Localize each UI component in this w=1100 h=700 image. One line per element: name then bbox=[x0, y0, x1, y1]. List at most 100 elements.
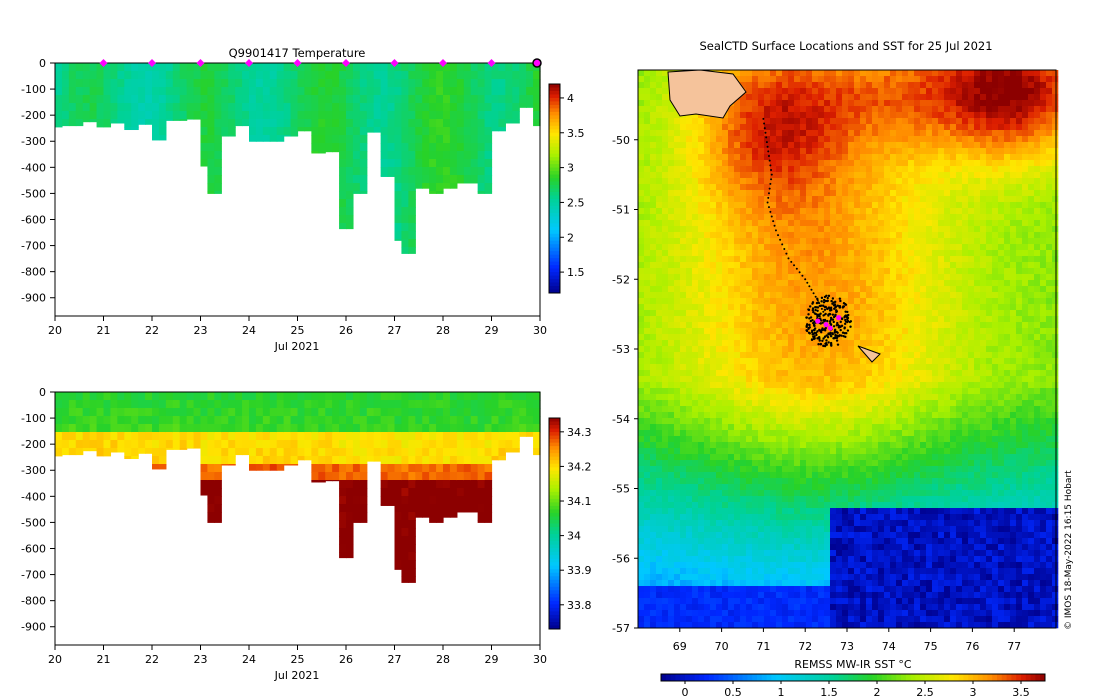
sst-cell bbox=[656, 142, 663, 149]
section-cell bbox=[491, 95, 500, 104]
section-cell bbox=[152, 135, 160, 141]
sst-cell bbox=[824, 214, 831, 221]
section-cell bbox=[449, 400, 458, 409]
section-cell bbox=[68, 63, 77, 72]
sst-cell bbox=[656, 154, 663, 161]
colorbar-tick-label: 2 bbox=[567, 231, 574, 244]
sst-cell bbox=[920, 208, 927, 215]
sst-cell bbox=[992, 208, 999, 215]
colorbar-cell bbox=[549, 502, 560, 507]
sst-cell bbox=[956, 208, 963, 215]
sst-cell bbox=[752, 118, 759, 125]
sst-cell bbox=[1010, 124, 1017, 131]
section-cell bbox=[380, 472, 389, 481]
sst-cell bbox=[734, 304, 741, 311]
sst-cell bbox=[956, 112, 963, 119]
sst-cell bbox=[1046, 112, 1053, 119]
sst-cell bbox=[956, 124, 963, 131]
section-cell bbox=[214, 71, 222, 80]
section-cell bbox=[235, 87, 243, 96]
sst-cell bbox=[1046, 124, 1053, 131]
section-cell bbox=[269, 400, 278, 409]
section-cell bbox=[339, 127, 347, 136]
sst-cell bbox=[662, 238, 669, 245]
section-cell bbox=[401, 183, 409, 192]
section-cell bbox=[346, 87, 354, 96]
sst-cell bbox=[644, 136, 651, 143]
sst-cell bbox=[1052, 328, 1059, 335]
section-cell bbox=[297, 111, 306, 120]
sst-cell bbox=[986, 112, 993, 119]
sst-cell bbox=[818, 100, 825, 107]
sst-cell bbox=[944, 292, 951, 299]
section-cell bbox=[207, 175, 215, 184]
sst-cell bbox=[794, 154, 801, 161]
sst-cell bbox=[878, 238, 885, 245]
section-cell bbox=[172, 440, 181, 449]
sst-cell bbox=[794, 268, 801, 275]
sst-cell bbox=[980, 142, 987, 149]
sst-cell bbox=[980, 172, 987, 179]
sst-cell bbox=[704, 232, 711, 239]
section-cell bbox=[103, 111, 112, 120]
section-cell bbox=[422, 175, 430, 184]
sst-cell bbox=[758, 256, 765, 263]
section-cell bbox=[449, 167, 458, 176]
section-cell bbox=[103, 392, 112, 401]
sst-cell bbox=[986, 232, 993, 239]
sst-cell bbox=[938, 310, 945, 317]
sst-cell bbox=[758, 136, 765, 143]
sst-cell bbox=[830, 136, 837, 143]
section-cell bbox=[96, 408, 105, 417]
sst-cell bbox=[1034, 292, 1041, 299]
sst-cell bbox=[956, 172, 963, 179]
section-cell bbox=[290, 392, 299, 401]
sst-cell bbox=[968, 106, 975, 113]
colorbar-cell bbox=[549, 477, 560, 482]
sst-cell bbox=[668, 220, 675, 227]
section-cell bbox=[491, 432, 500, 441]
sst-cell bbox=[896, 328, 903, 335]
sst-cell bbox=[974, 232, 981, 239]
sst-cell bbox=[890, 298, 897, 305]
section-cell bbox=[311, 480, 319, 483]
sst-cell bbox=[878, 178, 885, 185]
sst-cell bbox=[764, 142, 771, 149]
section-cell bbox=[61, 63, 70, 72]
sst-cell bbox=[788, 172, 795, 179]
sst-cell bbox=[668, 184, 675, 191]
section-cell bbox=[366, 111, 375, 120]
sst-cell bbox=[698, 304, 705, 311]
section-cell bbox=[449, 416, 458, 425]
sst-cell bbox=[824, 196, 831, 203]
section-cell bbox=[408, 127, 416, 136]
sst-cell bbox=[854, 160, 861, 167]
sst-cell bbox=[758, 298, 765, 305]
sst-cell bbox=[860, 100, 867, 107]
sst-cell bbox=[914, 256, 921, 263]
sst-cell bbox=[1052, 124, 1059, 131]
sst-cell bbox=[842, 106, 849, 113]
section-cell bbox=[443, 103, 451, 112]
colorbar-cell bbox=[549, 286, 560, 291]
sst-cell bbox=[1010, 280, 1017, 287]
section-cell bbox=[394, 103, 403, 112]
section-cell bbox=[470, 111, 479, 120]
sst-cell bbox=[992, 196, 999, 203]
sst-cell bbox=[938, 298, 945, 305]
sst-cell bbox=[1034, 82, 1041, 89]
section-cell bbox=[394, 448, 403, 457]
sst-cell bbox=[800, 190, 807, 197]
section-cell bbox=[68, 71, 77, 80]
sst-cell bbox=[854, 136, 861, 143]
section-cell bbox=[186, 79, 195, 88]
section-cell bbox=[193, 448, 202, 449]
section-cell bbox=[339, 167, 347, 176]
sst-cell bbox=[890, 280, 897, 287]
sst-cell bbox=[746, 334, 753, 341]
sst-cell bbox=[866, 160, 873, 167]
sst-cell bbox=[734, 274, 741, 281]
sst-cell bbox=[866, 232, 873, 239]
section-cell bbox=[221, 127, 229, 136]
section-cell bbox=[262, 87, 271, 96]
